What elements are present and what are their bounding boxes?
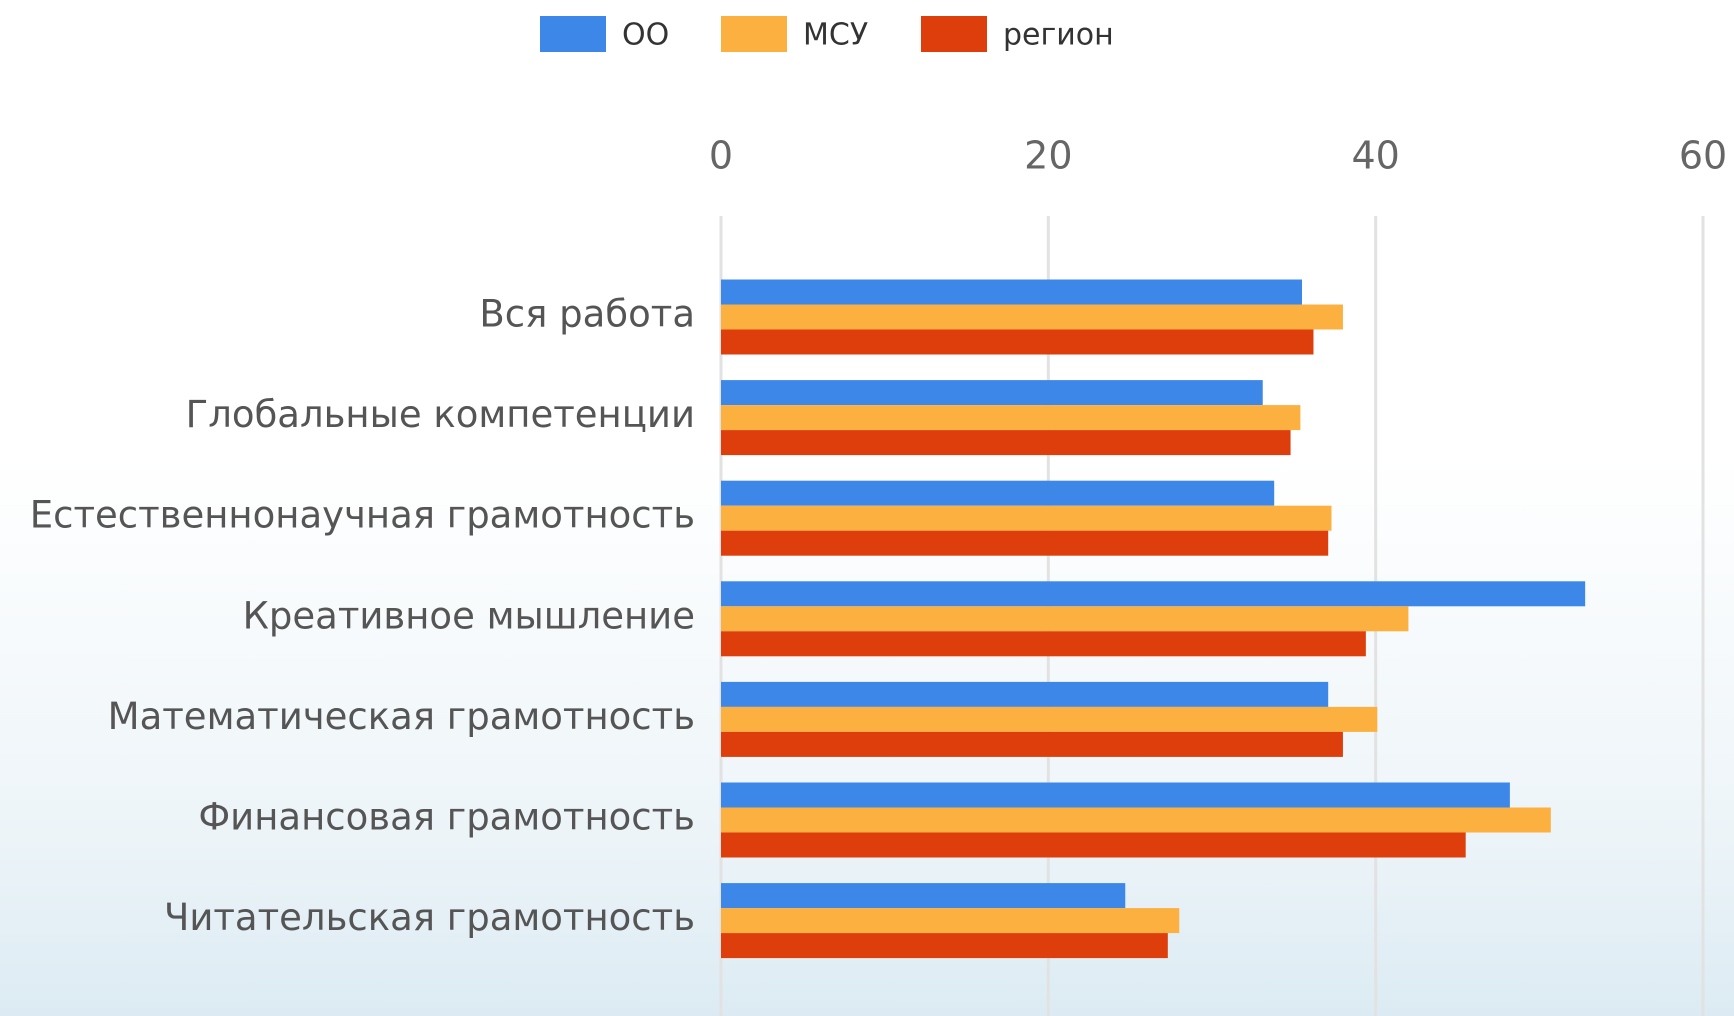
- legend-swatch: [921, 16, 987, 52]
- bar: [721, 933, 1168, 959]
- y-tick-label: Читательская грамотность: [164, 896, 695, 939]
- bar: [721, 304, 1343, 330]
- bar: [721, 631, 1366, 657]
- bar: [721, 606, 1409, 632]
- y-tick-label: Вся работа: [479, 293, 695, 336]
- bar: [721, 908, 1180, 934]
- bar: [721, 329, 1314, 355]
- legend-swatch: [540, 16, 606, 52]
- bar: [721, 530, 1329, 556]
- bar: [721, 706, 1378, 732]
- x-tick-label: 0: [709, 134, 733, 178]
- bar: [721, 505, 1332, 531]
- bar: [721, 731, 1343, 757]
- x-tick-label: 40: [1351, 134, 1399, 178]
- legend-swatch: [721, 16, 787, 52]
- bar: [721, 380, 1263, 406]
- legend-label: регион: [1003, 18, 1114, 53]
- legend-label: МСУ: [803, 18, 868, 53]
- bar: [721, 581, 1586, 607]
- bar: [721, 430, 1291, 456]
- y-tick-label: Финансовая грамотность: [198, 796, 695, 839]
- bar: [721, 807, 1551, 833]
- legend-label: ОО: [622, 18, 669, 53]
- x-tick-label: 20: [1024, 134, 1072, 178]
- x-tick-label: 60: [1679, 134, 1727, 178]
- bar: [721, 279, 1303, 305]
- bar: [721, 883, 1126, 909]
- bar: [721, 405, 1301, 431]
- y-tick-label: Естественнонаучная грамотность: [30, 494, 695, 537]
- bar: [721, 782, 1510, 808]
- bar: [721, 681, 1329, 707]
- bar: [721, 480, 1275, 506]
- y-tick-label: Математическая грамотность: [108, 695, 695, 738]
- bar: [721, 832, 1466, 858]
- y-tick-label: Креативное мышление: [243, 594, 695, 637]
- y-tick-label: Глобальные компетенции: [186, 393, 695, 436]
